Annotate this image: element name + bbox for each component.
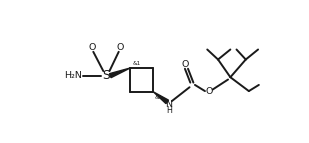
Text: H: H [166, 106, 172, 115]
Polygon shape [109, 68, 130, 78]
Polygon shape [153, 92, 168, 104]
Text: H₂N: H₂N [64, 71, 82, 80]
Text: N: N [165, 100, 172, 109]
Text: &1: &1 [133, 61, 141, 66]
Text: O: O [181, 60, 188, 69]
Text: &1: &1 [155, 95, 163, 100]
Text: O: O [205, 87, 213, 96]
Text: S: S [103, 69, 110, 82]
Text: O: O [116, 43, 124, 52]
Text: O: O [88, 43, 95, 52]
